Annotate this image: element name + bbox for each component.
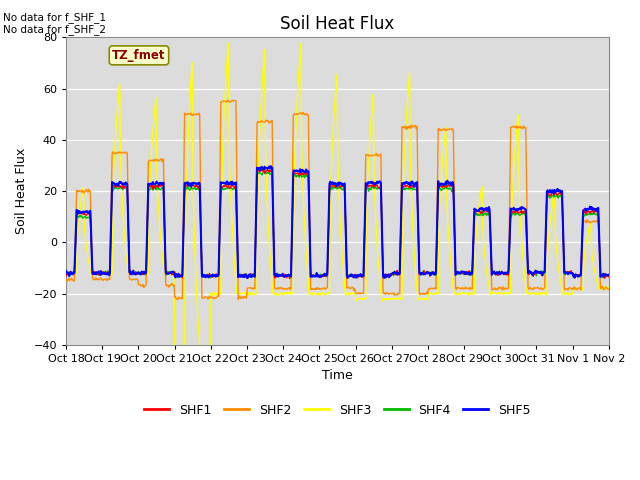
SHF2 (62, 278, 70, 284)
SHF2 (184, 110, 191, 116)
SHF4 (605, 273, 612, 279)
SHF1 (72, 231, 80, 237)
SHF1 (420, 270, 428, 276)
SHF5 (267, 163, 275, 169)
Text: No data for f_SHF_1
No data for f_SHF_2: No data for f_SHF_1 No data for f_SHF_2 (3, 12, 106, 36)
SHF4 (601, 276, 609, 281)
SHF4 (62, 269, 70, 275)
SHF3 (72, 270, 80, 276)
SHF3 (202, 356, 209, 362)
Line: SHF4: SHF4 (66, 171, 609, 278)
SHF2 (212, 295, 220, 301)
SHF2 (128, 277, 136, 283)
SHF5 (420, 271, 428, 276)
SHF4 (404, 186, 412, 192)
Title: Soil Heat Flux: Soil Heat Flux (280, 15, 395, 33)
Y-axis label: Soil Heat Flux: Soil Heat Flux (15, 148, 28, 234)
Line: SHF1: SHF1 (66, 169, 609, 278)
SHF1 (128, 269, 136, 275)
Text: TZ_fmet: TZ_fmet (112, 49, 166, 62)
X-axis label: Time: Time (322, 370, 353, 383)
SHF5 (183, 180, 191, 186)
SHF1 (254, 167, 262, 172)
SHF3 (225, 40, 232, 46)
SHF4 (183, 186, 191, 192)
SHF1 (212, 273, 220, 278)
SHF3 (62, 269, 70, 275)
SHF2 (420, 290, 428, 296)
SHF3 (212, 290, 220, 296)
SHF1 (605, 274, 612, 280)
SHF5 (605, 272, 612, 277)
SHF4 (266, 168, 273, 174)
SHF3 (128, 269, 136, 275)
SHF5 (72, 228, 80, 234)
SHF1 (285, 276, 293, 281)
Legend: SHF1, SHF2, SHF3, SHF4, SHF5: SHF1, SHF2, SHF3, SHF4, SHF5 (139, 399, 536, 422)
SHF3 (605, 285, 612, 290)
SHF5 (243, 275, 251, 281)
SHF2 (72, 216, 80, 222)
Line: SHF3: SHF3 (66, 43, 609, 359)
SHF3 (183, 173, 191, 179)
SHF4 (128, 270, 136, 276)
SHF1 (62, 273, 70, 279)
SHF1 (183, 183, 191, 189)
SHF5 (212, 273, 220, 278)
SHF4 (212, 274, 220, 280)
SHF2 (224, 97, 232, 103)
SHF4 (420, 268, 428, 274)
SHF2 (405, 123, 413, 129)
SHF1 (405, 184, 413, 190)
SHF5 (128, 272, 136, 277)
Line: SHF2: SHF2 (66, 100, 609, 300)
SHF4 (72, 235, 80, 240)
Line: SHF5: SHF5 (66, 166, 609, 278)
SHF5 (405, 180, 413, 186)
SHF3 (420, 295, 428, 301)
SHF2 (605, 286, 612, 292)
SHF2 (174, 297, 182, 302)
SHF5 (62, 268, 70, 274)
SHF3 (405, 80, 413, 86)
